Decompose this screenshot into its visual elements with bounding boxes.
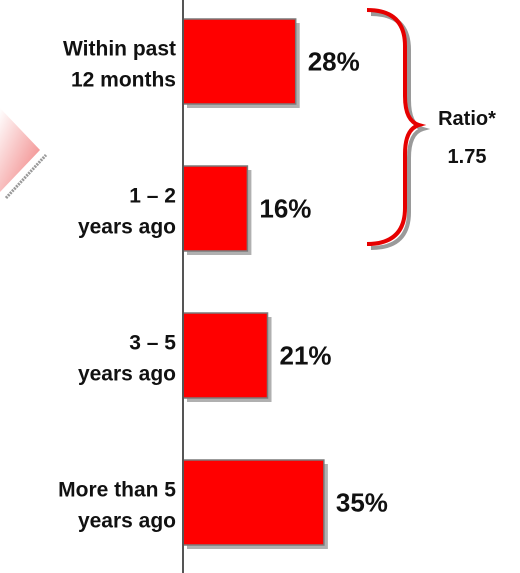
bar-category-3	[182, 312, 269, 399]
value-label-category-3: 21%	[280, 341, 332, 371]
value-label-category-1: 28%	[308, 47, 360, 77]
category-label-category-1-line-2: 12 months	[71, 69, 176, 92]
labels-layer: 28% Within past 12 months 16% 1 – 2 years ago…	[58, 38, 388, 533]
ratio-annotation-value: 1.75	[448, 146, 487, 168]
ratio-brace-shadow	[370, 12, 431, 250]
bar-category-4	[182, 459, 325, 546]
decorative-arrow-edge	[4, 153, 48, 200]
category-label-category-3-line-2: years ago	[78, 363, 176, 386]
bar-category-1	[182, 18, 297, 105]
decorative-arrow-shape	[0, 108, 40, 192]
ratio-brace	[366, 8, 427, 246]
value-label-category-4: 35%	[336, 488, 388, 518]
category-label-category-4-line-2: years ago	[78, 510, 176, 533]
bar-category-2	[182, 165, 249, 252]
ratio-annotation-label: Ratio*	[438, 108, 496, 130]
category-label-category-2-line-2: years ago	[78, 216, 176, 239]
bars-layer	[182, 18, 328, 549]
category-label-category-3-line-1: 3 – 5	[129, 332, 176, 355]
value-label-category-2: 16%	[259, 194, 311, 224]
category-label-category-4-line-1: More than 5	[58, 479, 176, 502]
category-label-category-1-line-1: Within past	[63, 38, 176, 61]
category-label-category-2-line-1: 1 – 2	[129, 185, 176, 208]
